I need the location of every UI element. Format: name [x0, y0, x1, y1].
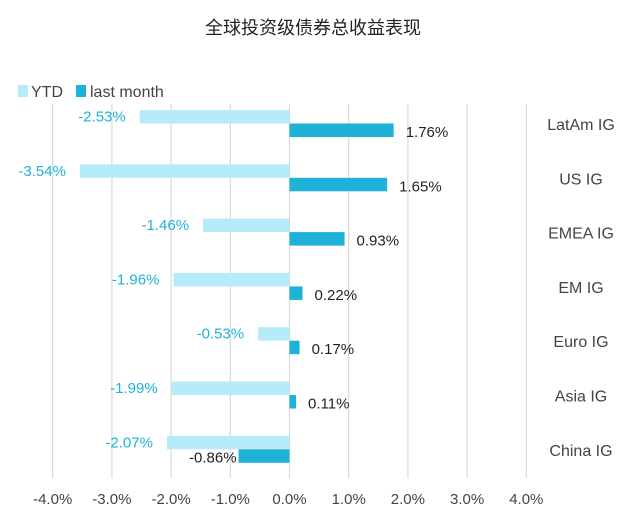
bar-last-month	[289, 232, 345, 246]
bar-ytd	[258, 327, 290, 341]
data-label-last-month: 0.17%	[312, 341, 355, 358]
data-label-ytd: -1.99%	[110, 380, 158, 397]
bar-ytd	[173, 272, 290, 287]
bar-last-month	[289, 177, 388, 192]
x-tick-label: 0.0%	[272, 491, 306, 508]
x-tick-label: -1.0%	[211, 491, 250, 508]
bar-last-month	[238, 449, 290, 463]
bars	[79, 110, 394, 463]
x-tick-label: 2.0%	[391, 491, 425, 508]
legend: YTD last month	[18, 84, 164, 101]
bar-ytd	[171, 381, 290, 395]
bar-ytd	[166, 435, 290, 450]
bar-last-month	[289, 395, 297, 409]
x-tick-label: -2.0%	[152, 491, 191, 508]
bar-ytd	[79, 164, 290, 178]
data-label-ytd: -1.96%	[112, 271, 160, 288]
x-tick-label: 3.0%	[450, 491, 484, 508]
legend-label-last-month: last month	[90, 84, 164, 101]
legend-swatch-ytd	[18, 85, 28, 97]
x-tick-label: 4.0%	[509, 491, 543, 508]
category-label: LatAm IG	[547, 117, 615, 134]
data-label-last-month: -0.86%	[189, 449, 237, 466]
category-label: Asia IG	[555, 389, 607, 406]
data-label-last-month: 0.11%	[308, 396, 349, 413]
data-label-ytd: -2.07%	[105, 434, 153, 451]
legend-swatch-last-month	[76, 85, 86, 97]
chart-title: 全球投资级债券总收益表现	[205, 18, 421, 39]
bar-ytd	[203, 218, 290, 233]
data-label-last-month: 1.76%	[406, 124, 449, 141]
bar-ytd	[139, 110, 290, 124]
category-label: China IG	[549, 443, 612, 460]
bar-labels: -2.53% 1.76% -3.54% 1.65% -1.46% 0.93% -1.96% 0…	[18, 109, 448, 467]
data-label-ytd: -1.46%	[142, 217, 190, 234]
category-labels: LatAm IG US IG EMEA IG EM IG Euro IG Asia IG C…	[547, 117, 615, 460]
data-label-last-month: 0.22%	[315, 287, 358, 304]
bar-last-month	[289, 123, 394, 137]
category-label: Euro IG	[553, 334, 608, 351]
data-label-ytd: -2.53%	[78, 109, 126, 126]
x-axis-tick-labels: -4.0% -3.0% -2.0% -1.0% 0.0% 1.0% 2.0% 3.0% 4.0%	[33, 491, 543, 508]
x-tick-label: -4.0%	[33, 491, 72, 508]
data-label-last-month: 0.93%	[357, 233, 400, 250]
bar-last-month	[289, 286, 303, 300]
legend-label-ytd: YTD	[31, 84, 63, 101]
data-label-ytd: -3.54%	[18, 163, 66, 180]
category-label: EM IG	[558, 280, 603, 297]
x-tick-label: -3.0%	[92, 491, 131, 508]
data-label-ytd: -0.53%	[197, 326, 245, 343]
bar-last-month	[289, 340, 300, 355]
category-label: US IG	[559, 171, 603, 188]
category-label: EMEA IG	[548, 226, 614, 243]
x-tick-label: 1.0%	[332, 491, 366, 508]
data-label-last-month: 1.65%	[399, 178, 442, 195]
